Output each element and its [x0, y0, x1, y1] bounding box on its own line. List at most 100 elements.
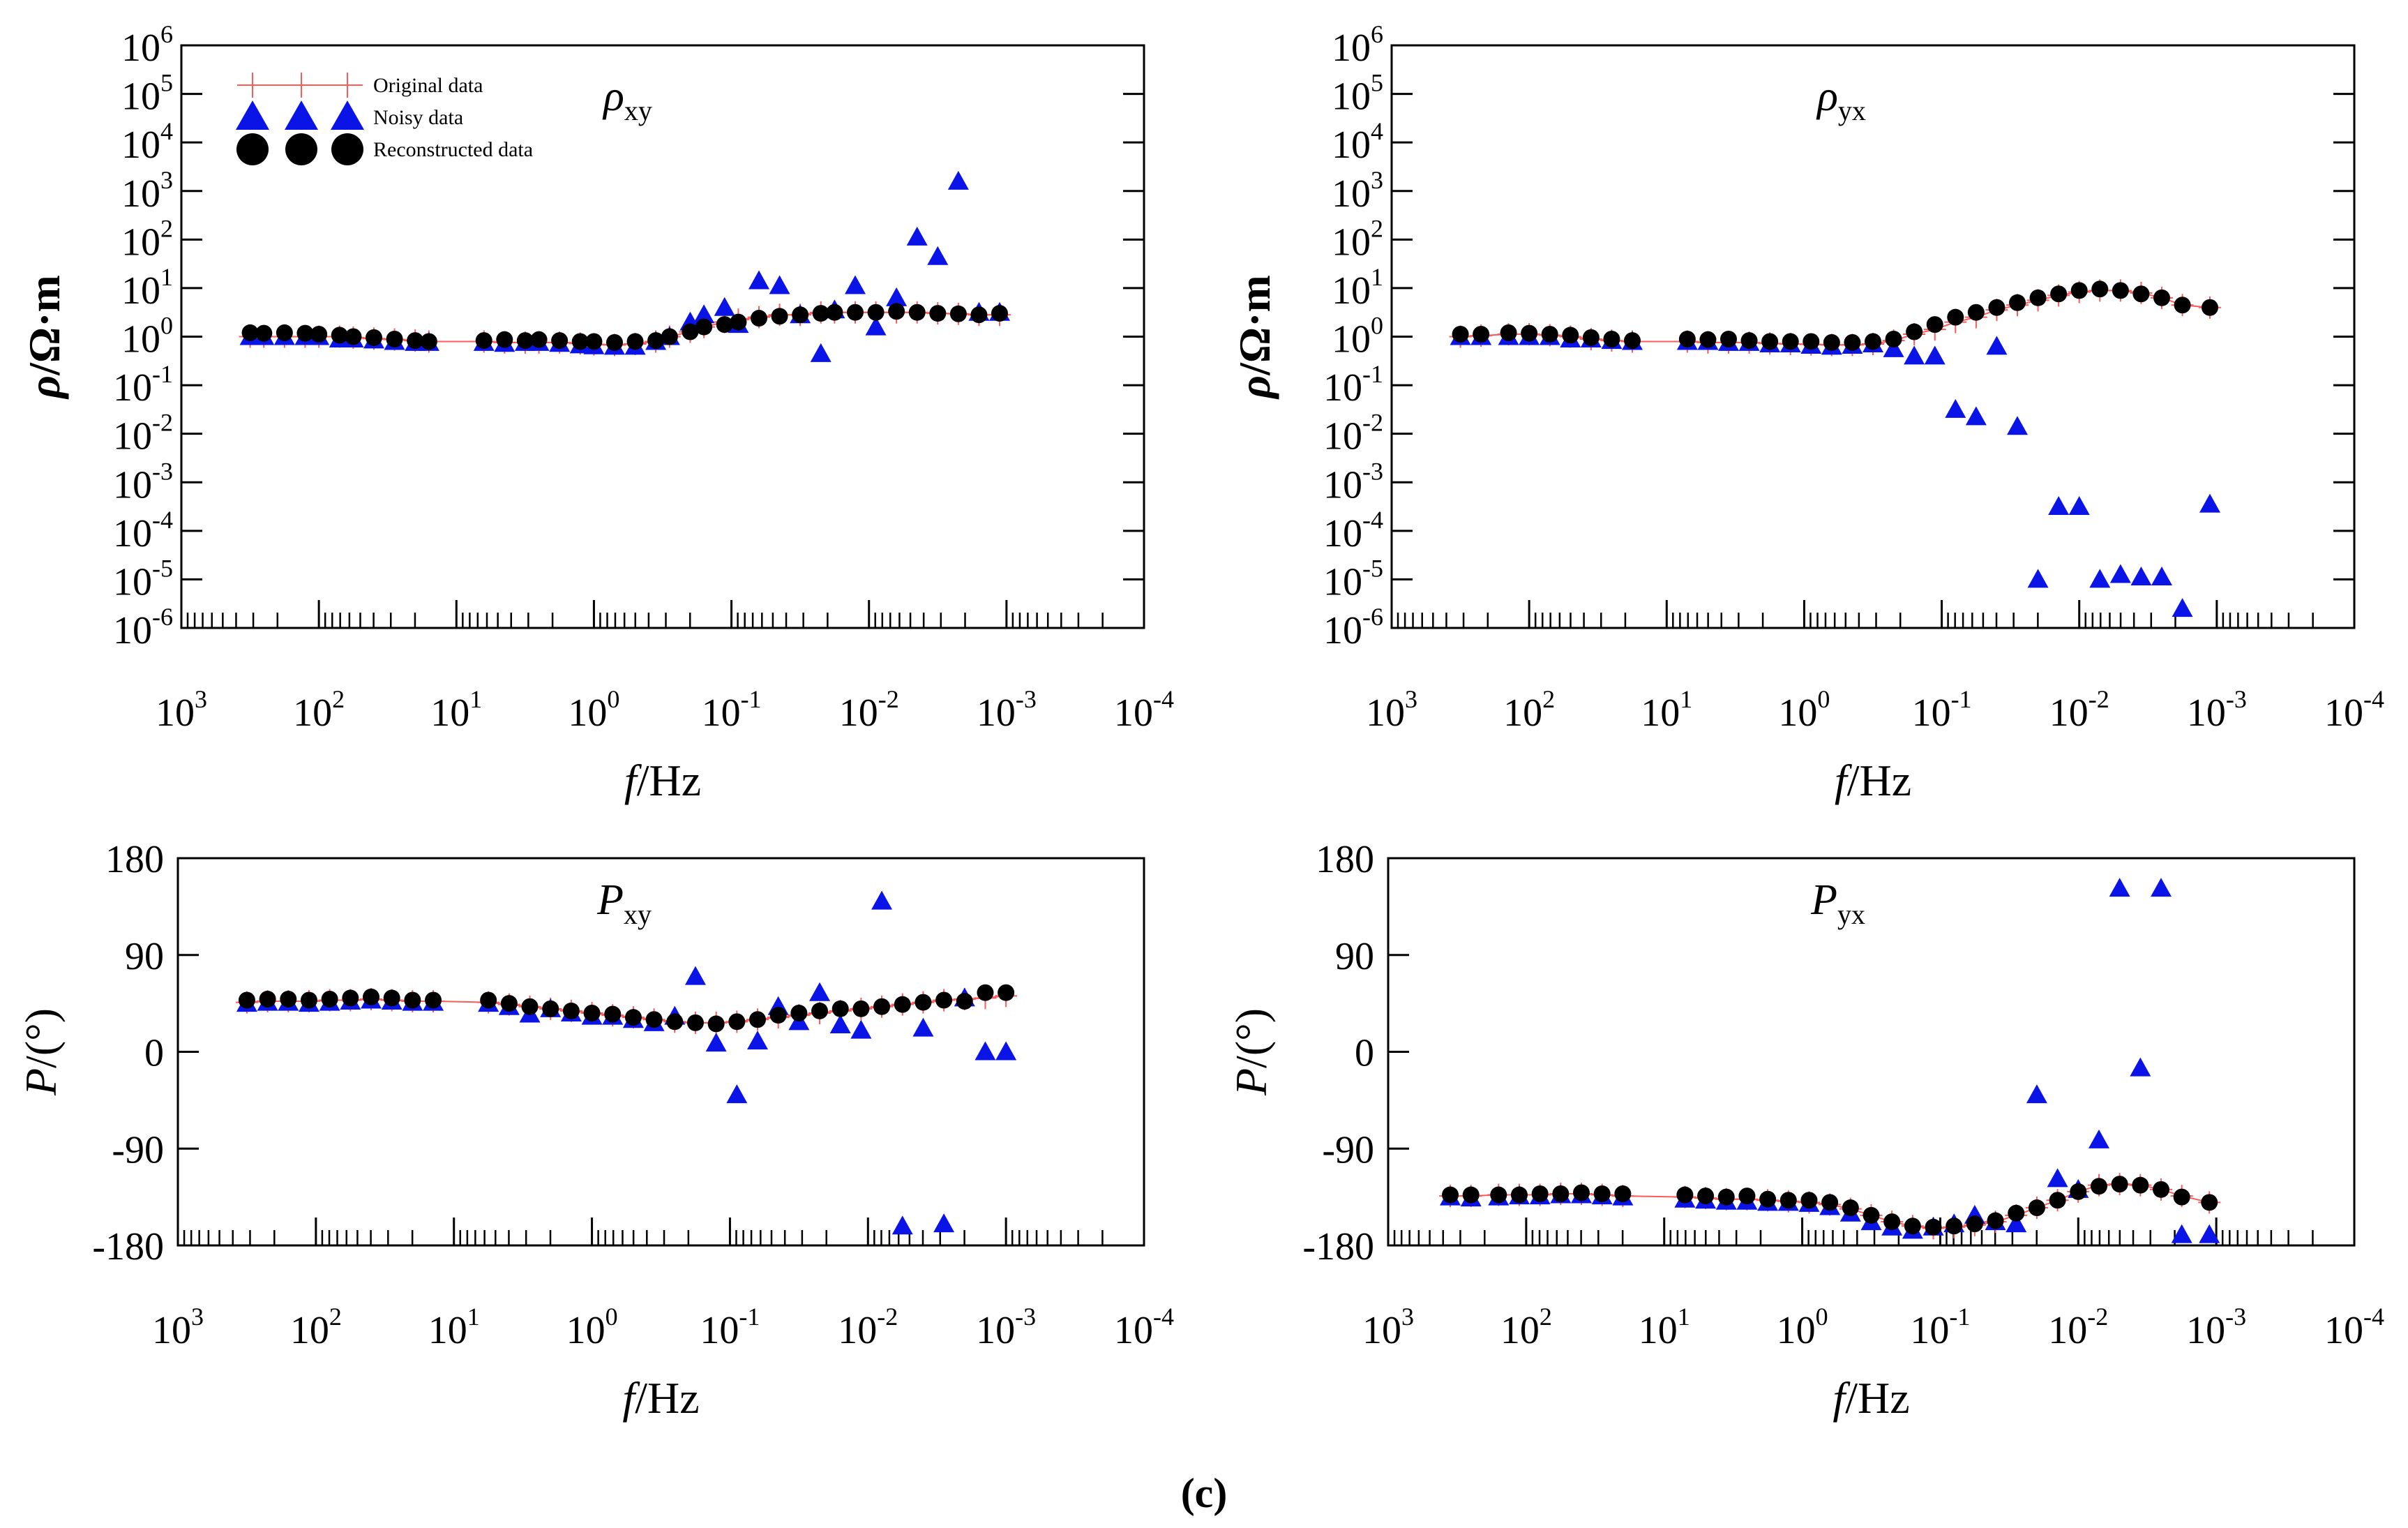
- x-tick-label: 10-3: [2186, 1303, 2246, 1352]
- y-tick-label-base: 10: [113, 463, 152, 507]
- figure-caption: (c): [1181, 1470, 1228, 1516]
- reconstructed-point: [1966, 1215, 1983, 1233]
- reconstructed-point: [1521, 324, 1538, 342]
- y-tick-label-exp: 3: [1371, 166, 1383, 194]
- x-tick-label-exp: 3: [1405, 685, 1417, 713]
- y-tick-label-exp: 4: [1371, 117, 1383, 145]
- x-tick-label: 102: [1503, 685, 1555, 735]
- x-tick-label: 10-2: [839, 685, 899, 735]
- x-tick-label-exp: -1: [1949, 1303, 1970, 1331]
- reconstructed-point: [730, 313, 747, 331]
- reconstructed-point: [647, 332, 665, 350]
- reconstructed-point: [686, 1014, 704, 1031]
- y-tick-label: 10-6: [1323, 603, 1383, 652]
- reconstructed-point: [342, 989, 359, 1007]
- x-tick-label-base: 10: [2186, 1309, 2225, 1352]
- x-tick-label-exp: -4: [2363, 685, 2384, 713]
- reconstructed-point: [749, 1011, 766, 1028]
- reconstructed-point: [2174, 297, 2191, 314]
- x-tick-label-exp: 1: [1678, 1303, 1690, 1331]
- x-tick-label-exp: -1: [741, 685, 762, 713]
- noisy-point: [927, 246, 949, 265]
- panel-3: 103 102 101 100 10-1 10-2 10-3 10-4f/Hz180900-9…: [16, 838, 1174, 1423]
- x-tick-label-exp: 2: [332, 685, 345, 713]
- y-tick-label-base: 10: [1332, 220, 1371, 264]
- noisy-point: [1904, 345, 1925, 365]
- y-tick-label: 0: [1355, 1032, 1374, 1075]
- y-tick-label-exp: -3: [152, 457, 173, 485]
- y-tick-label-exp: 2: [1371, 214, 1383, 242]
- reconstructed-point: [530, 331, 548, 348]
- y-axis-label-unit: /(°): [1226, 1008, 1276, 1068]
- y-tick-label: 102: [1332, 214, 1383, 264]
- x-tick-label: 10-1: [702, 685, 762, 735]
- reconstructed-point: [562, 1002, 580, 1019]
- reconstructed-point: [1821, 1194, 1839, 1211]
- reconstructed-point: [475, 332, 492, 350]
- noisy-point: [2007, 416, 2028, 435]
- x-tick-label-base: 10: [568, 691, 607, 735]
- reconstructed-point: [386, 330, 403, 347]
- noisy-point: [2026, 1084, 2047, 1104]
- y-tick-label-exp: 1: [160, 263, 173, 291]
- reconstructed-point: [1678, 330, 1696, 347]
- reconstructed-point: [500, 995, 518, 1012]
- legend-original-marker: [241, 73, 264, 98]
- reconstructed-point: [345, 328, 362, 345]
- x-tick-label: 10-4: [1114, 1303, 1174, 1352]
- x-axis-label: f/Hz: [622, 1373, 699, 1423]
- reconstructed-point: [1490, 1186, 1507, 1204]
- y-axis-label-unit: /(°): [16, 1008, 66, 1068]
- y-tick-label-base: 10: [1332, 269, 1371, 313]
- panel-4: 103 102 101 100 10-1 10-2 10-3 10-4f/Hz180900-9…: [1226, 838, 2384, 1423]
- y-tick-label: 105: [121, 69, 173, 119]
- y-tick-label: 103: [121, 166, 173, 216]
- x-tick-label-base: 10: [700, 1309, 739, 1352]
- reconstructed-point: [1906, 323, 1923, 340]
- panel-title: Pxy: [596, 876, 652, 930]
- y-tick-label-exp: -2: [152, 409, 173, 437]
- x-tick-label: 101: [1639, 1303, 1690, 1352]
- reconstructed-point: [1614, 1185, 1632, 1202]
- reconstructed-point: [915, 994, 932, 1011]
- noisy-point: [947, 170, 969, 190]
- reconstructed-point: [1925, 1218, 1942, 1236]
- reconstructed-point: [1442, 1186, 1459, 1204]
- y-tick-label-base: 10: [1332, 27, 1371, 70]
- x-tick-label-base: 10: [2187, 691, 2226, 735]
- x-tick-label-base: 10: [1114, 1309, 1153, 1352]
- legend-noisy-marker: [236, 100, 269, 130]
- reconstructed-point: [2029, 289, 2047, 306]
- reconstructed-point: [480, 991, 497, 1009]
- x-tick-label-exp: -1: [739, 1303, 760, 1331]
- reconstructed-point: [769, 1007, 787, 1024]
- y-tick-label: 10-4: [1323, 506, 1383, 555]
- y-tick-label-base: 10: [113, 560, 152, 604]
- y-tick-label: 180: [1316, 838, 1374, 881]
- y-tick-label: -90: [1322, 1128, 1374, 1171]
- noisy-point: [912, 1017, 934, 1037]
- reconstructed-point: [1883, 1213, 1901, 1231]
- x-tick-label-exp: -3: [1015, 1303, 1036, 1331]
- noisy-point: [2027, 569, 2049, 588]
- reconstructed-point: [2009, 294, 2026, 311]
- y-axis-label-unit: /Ω·m: [1230, 275, 1279, 376]
- reconstructed-point: [255, 324, 273, 342]
- noisy-point: [769, 275, 790, 294]
- x-axis-label-unit: /Hz: [635, 1373, 699, 1423]
- legend-original-marker: [336, 73, 359, 98]
- reconstructed-point: [407, 332, 424, 350]
- noisy-point: [2048, 496, 2070, 516]
- x-tick-label-base: 10: [977, 691, 1016, 735]
- reconstructed-point: [2201, 1194, 2218, 1211]
- x-tick-label: 10-4: [2324, 1303, 2384, 1352]
- y-tick-label: 10-6: [113, 603, 173, 652]
- y-tick-label-exp: 6: [160, 20, 173, 48]
- reconstructed-point: [2112, 282, 2129, 299]
- x-tick-label-exp: -3: [2226, 685, 2247, 713]
- reconstructed-point: [728, 1013, 746, 1031]
- reconstructed-point: [276, 324, 293, 341]
- panel-title-main: ρ: [602, 73, 624, 120]
- reconstructed-point: [1885, 330, 1902, 347]
- reconstructed-point: [949, 305, 967, 322]
